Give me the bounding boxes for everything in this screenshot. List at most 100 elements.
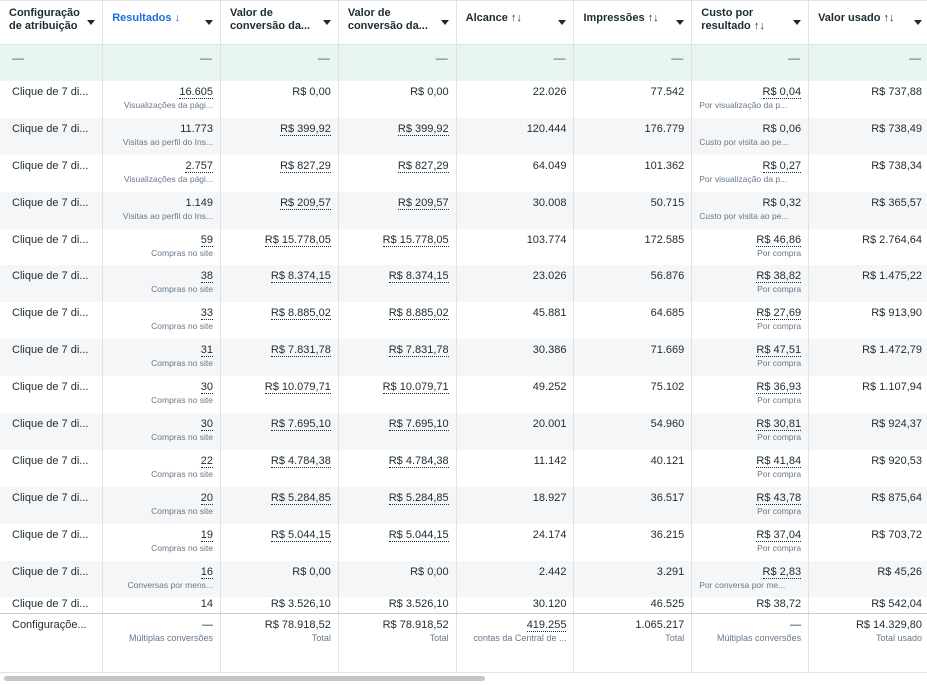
conversion-value-cell[interactable]: R$ 209,57: [338, 191, 457, 229]
conversion-value-cell[interactable]: R$ 4.784,38: [338, 449, 457, 487]
cost-per-result-cell-value[interactable]: R$ 2,83: [762, 565, 802, 579]
results-cell-value[interactable]: 30: [200, 381, 214, 395]
conversion-value-cell[interactable]: R$ 399,92: [220, 117, 339, 155]
cost-per-result-cell-value[interactable]: R$ 36,93: [756, 381, 802, 395]
conversion-value-cell[interactable]: R$ 5.284,85: [338, 486, 457, 524]
column-header-reach[interactable]: Alcance ↑↓: [456, 1, 575, 45]
cost-per-result-cell[interactable]: R$ 43,78 Por compra: [691, 486, 810, 524]
conversion-value-cell-value[interactable]: R$ 209,57: [397, 196, 449, 210]
dropdown-caret-icon[interactable]: [440, 20, 449, 25]
dropdown-caret-icon[interactable]: [322, 20, 331, 25]
conversion-value-cell[interactable]: R$ 399,92: [338, 117, 457, 155]
dropdown-caret-icon[interactable]: [558, 20, 567, 25]
conversion-value-cell-value[interactable]: R$ 827,29: [397, 159, 449, 173]
conversion-value-cell-value[interactable]: R$ 827,29: [280, 159, 331, 173]
table-row[interactable]: Clique de 7 di... 16 Conversas por mens...…: [0, 560, 927, 598]
table-row-partial[interactable]: Clique de 7 di... 14 R$ 3.526,10 R$ 3.526,1…: [0, 597, 927, 614]
conversion-value-cell[interactable]: R$ 4.784,38: [220, 449, 339, 487]
table-row[interactable]: Clique de 7 di... 31 Compras no site R$ 7.8…: [0, 339, 927, 377]
conversion-value-cell-value[interactable]: R$ 209,57: [280, 196, 331, 210]
cost-per-result-cell-value[interactable]: R$ 47,51: [756, 344, 802, 358]
conversion-value-cell[interactable]: R$ 5.044,15: [338, 523, 457, 561]
conversion-value-cell[interactable]: R$ 8.885,02: [220, 302, 339, 340]
results-cell[interactable]: 31 Compras no site: [102, 339, 222, 377]
table-row[interactable]: Clique de 7 di... 19 Compras no site R$ 5.0…: [0, 523, 927, 561]
results-cell[interactable]: 19 Compras no site: [102, 523, 222, 561]
conversion-value-cell[interactable]: R$ 15.778,05: [338, 228, 457, 266]
horizontal-scrollbar[interactable]: [0, 672, 927, 685]
dropdown-caret-icon[interactable]: [87, 20, 96, 25]
cost-per-result-cell-value[interactable]: R$ 38,82: [756, 270, 802, 284]
conversion-value-cell[interactable]: R$ 7.695,10: [220, 413, 339, 450]
table-row[interactable]: Clique de 7 di... 22 Compras no site R$ 4.7…: [0, 449, 927, 487]
conversion-value-cell[interactable]: R$ 209,57: [220, 191, 339, 229]
results-cell[interactable]: 20 Compras no site: [102, 486, 222, 524]
column-header-impressions[interactable]: Impressões ↑↓: [573, 1, 693, 45]
table-row[interactable]: Clique de 7 di... 16.605 Visualizações da …: [0, 81, 927, 118]
table-row[interactable]: Clique de 7 di... 33 Compras no site R$ 8.8…: [0, 302, 927, 340]
conversion-value-cell[interactable]: R$ 8.885,02: [338, 302, 457, 340]
table-row[interactable]: Clique de 7 di... 38 Compras no site R$ 8.3…: [0, 265, 927, 303]
results-cell-value[interactable]: 20: [200, 491, 214, 505]
cost-per-result-cell-value[interactable]: R$ 37,04: [756, 528, 802, 542]
conversion-value-cell-value[interactable]: R$ 4.784,38: [388, 454, 449, 468]
results-cell-value[interactable]: 22: [200, 454, 214, 468]
cost-per-result-cell[interactable]: R$ 47,51 Por compra: [691, 339, 810, 377]
sort-toggle-icon[interactable]: ↑↓: [753, 20, 765, 32]
cost-per-result-cell[interactable]: R$ 38,82 Por compra: [691, 265, 810, 303]
conversion-value-cell[interactable]: R$ 7.831,78: [220, 339, 339, 377]
conversion-value-cell-value[interactable]: R$ 8.374,15: [388, 270, 449, 284]
conversion-value-cell[interactable]: R$ 5.044,15: [220, 523, 339, 561]
results-cell-value[interactable]: 59: [200, 233, 214, 247]
sort-toggle-icon[interactable]: ↑↓: [510, 12, 522, 24]
results-cell-value[interactable]: 30: [200, 418, 214, 432]
conversion-value-cell-value[interactable]: R$ 5.044,15: [388, 528, 449, 542]
conversion-value-cell[interactable]: R$ 7.695,10: [338, 413, 457, 450]
dropdown-caret-icon[interactable]: [793, 20, 802, 25]
results-cell[interactable]: 30 Compras no site: [102, 376, 222, 414]
sort-toggle-icon[interactable]: ↑↓: [647, 12, 659, 24]
conversion-value-cell[interactable]: R$ 5.284,85: [220, 486, 339, 524]
cost-per-result-cell[interactable]: R$ 2,83 Por conversa por me...: [691, 560, 810, 598]
results-cell-value[interactable]: 33: [200, 307, 214, 321]
results-cell-value[interactable]: 16: [200, 565, 214, 579]
cost-per-result-cell[interactable]: R$ 37,04 Por compra: [691, 523, 810, 561]
conversion-value-cell-value[interactable]: R$ 5.044,15: [270, 528, 331, 542]
cost-per-result-cell[interactable]: R$ 30,81 Por compra: [691, 413, 810, 450]
sort-toggle-icon[interactable]: ↑↓: [883, 12, 895, 24]
column-header-conversion-value-1[interactable]: Valor de conversão da...: [220, 1, 339, 45]
results-cell[interactable]: 22 Compras no site: [102, 449, 222, 487]
conversion-value-cell-value[interactable]: R$ 8.885,02: [388, 307, 449, 321]
conversion-value-cell-value[interactable]: R$ 399,92: [397, 122, 449, 136]
totals-value[interactable]: 419.255: [526, 618, 567, 632]
conversion-value-cell[interactable]: R$ 10.079,71: [338, 376, 457, 414]
cost-per-result-cell-value[interactable]: R$ 30,81: [756, 418, 802, 432]
results-cell-value[interactable]: 2.757: [185, 159, 214, 173]
results-cell-value[interactable]: 38: [200, 270, 214, 284]
column-header-attribution-setting[interactable]: Configuração de atribuição: [0, 1, 104, 45]
dropdown-caret-icon[interactable]: [914, 20, 922, 25]
cost-per-result-cell-value[interactable]: R$ 46,86: [756, 233, 802, 247]
cost-per-result-cell-value[interactable]: R$ 27,69: [756, 307, 802, 321]
cost-per-result-cell-value[interactable]: R$ 41,84: [756, 454, 802, 468]
scrollbar-thumb[interactable]: [4, 676, 485, 681]
cost-per-result-cell-value[interactable]: R$ 0,27: [762, 159, 802, 173]
results-cell[interactable]: 2.757 Visualizações da pági...: [102, 154, 222, 192]
results-cell[interactable]: 59 Compras no site: [102, 228, 222, 266]
table-row[interactable]: Clique de 7 di... 59 Compras no site R$ 15.…: [0, 228, 927, 266]
cost-per-result-cell[interactable]: R$ 0,04 Por visualização da p...: [691, 81, 810, 118]
conversion-value-cell-value[interactable]: R$ 10.079,71: [382, 381, 449, 395]
cost-per-result-cell[interactable]: R$ 0,27 Por visualização da p...: [691, 154, 810, 192]
results-cell-value[interactable]: 16.605: [179, 86, 214, 99]
conversion-value-cell-value[interactable]: R$ 7.831,78: [270, 344, 331, 358]
conversion-value-cell-value[interactable]: R$ 7.831,78: [388, 344, 449, 358]
table-row[interactable]: Clique de 7 di... 30 Compras no site R$ 10.…: [0, 376, 927, 414]
cost-per-result-cell[interactable]: R$ 27,69 Por compra: [691, 302, 810, 340]
cost-per-result-cell[interactable]: R$ 46,86 Por compra: [691, 228, 810, 266]
results-cell[interactable]: 38 Compras no site: [102, 265, 222, 303]
table-row[interactable]: Clique de 7 di... 1.149 Visitas ao perfil …: [0, 191, 927, 229]
column-header-amount-spent[interactable]: Valor usado ↑↓: [808, 1, 927, 45]
conversion-value-cell[interactable]: R$ 15.778,05: [220, 228, 339, 266]
table-row[interactable]: Clique de 7 di... 11.773 Visitas ao perfil…: [0, 117, 927, 155]
results-cell-value[interactable]: 19: [200, 528, 214, 542]
